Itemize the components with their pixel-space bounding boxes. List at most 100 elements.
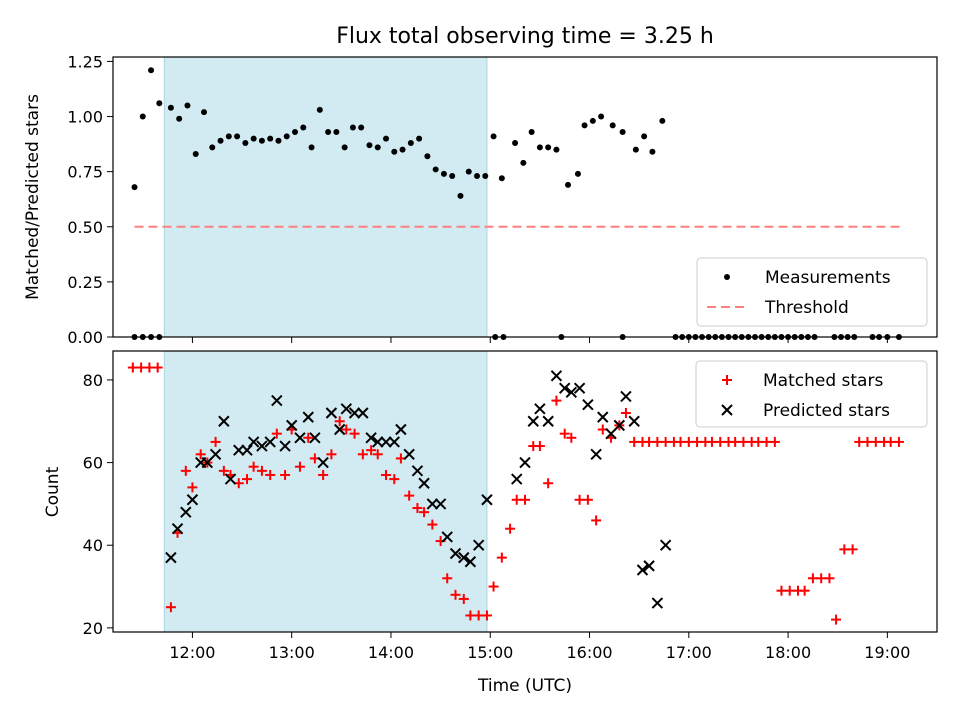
legend-measurements-marker — [724, 274, 730, 280]
matched-star-point — [893, 436, 904, 447]
measurement-point — [176, 115, 183, 122]
matched-star-point — [412, 503, 423, 514]
measurement-point — [217, 137, 224, 144]
measurement-point — [416, 135, 423, 142]
measurement-point — [581, 122, 588, 129]
predicted-star-point — [180, 506, 192, 518]
measurement-point — [325, 128, 332, 135]
x-tick-label: 14:00 — [368, 643, 414, 662]
predicted-star-point — [209, 448, 222, 461]
predicted-star-point — [620, 390, 632, 403]
predicted-star-point — [165, 551, 177, 564]
measurement-point — [474, 173, 481, 180]
measurement-point — [250, 135, 257, 142]
measurement-point — [300, 124, 307, 131]
legend: Matched stars Predicted stars — [695, 360, 928, 428]
measurement-point — [641, 133, 648, 140]
legend-predicted-marker — [721, 404, 733, 416]
matched-star-point — [620, 407, 631, 418]
measurement-point — [333, 128, 340, 135]
matched-star-point — [271, 428, 282, 439]
matched-star-point — [280, 469, 291, 480]
axes-frame — [112, 350, 938, 633]
matched-star-point — [458, 593, 469, 604]
predicted-star-point — [597, 411, 609, 423]
observing-window-span — [164, 351, 487, 632]
top-panel: Flux total observing time = 3.25 h Match… — [23, 24, 938, 347]
predicted-star-point — [550, 370, 563, 382]
x-tick-label: 12:00 — [169, 643, 215, 662]
matched-star-point — [831, 614, 842, 625]
measurement-point — [139, 113, 146, 120]
y-tick-label: 80 — [83, 371, 103, 390]
matched-star-point — [559, 428, 570, 439]
matched-star-point — [341, 424, 352, 435]
measurement-point — [383, 135, 390, 142]
matched-star-point — [419, 507, 430, 518]
x-axis-label: Time (UTC) — [477, 676, 572, 696]
measurement-point — [292, 128, 299, 135]
measurement-point — [512, 139, 519, 146]
legend-measurements-label: Measurements — [765, 268, 891, 288]
measurement-point — [553, 146, 560, 153]
measurement-point — [498, 175, 505, 182]
matched-star-point — [520, 494, 530, 505]
matched-star-point — [543, 478, 554, 489]
measurement-point — [358, 124, 365, 131]
predicted-star-point — [643, 560, 655, 572]
matched-star-point — [769, 436, 780, 447]
measurement-point — [574, 170, 581, 177]
predicted-star-point — [256, 440, 268, 452]
measurement-point — [490, 133, 497, 140]
measurement-point — [520, 159, 527, 166]
legend-threshold-label: Threshold — [764, 298, 849, 318]
measurement-point — [598, 113, 605, 120]
matched-star-point — [303, 432, 314, 443]
legend-box — [695, 360, 928, 428]
predicted-star-point — [186, 494, 199, 506]
predicted-star-point — [279, 440, 291, 452]
x-tick-label: 19:00 — [864, 643, 910, 662]
predicted-star-point — [636, 564, 649, 576]
predicted-star-point — [659, 539, 672, 551]
matched-star-point — [195, 449, 206, 460]
measurement-point — [148, 67, 155, 74]
y-tick-label: 1.00 — [67, 108, 103, 127]
matched-star-point — [349, 428, 360, 439]
predicted-star-point — [372, 436, 384, 448]
predicted-star-point — [582, 399, 594, 411]
y-tick-label: 1.25 — [67, 52, 103, 71]
matched-star-point — [242, 474, 253, 485]
predicted-star-point — [411, 465, 424, 477]
measurement-point — [275, 137, 282, 144]
bottom-panel: Count Time (UTC) 20 40 60 80 12:00 13:00 14:00… — [43, 350, 938, 696]
measurement-point — [308, 144, 315, 151]
predicted-star-point — [302, 411, 314, 423]
measurement-point — [424, 153, 431, 160]
matched-star-point — [381, 469, 392, 480]
y-tick-label: 20 — [83, 619, 103, 638]
predicted-star-point — [247, 436, 260, 448]
measurement-point — [366, 142, 373, 149]
predicted-star-point — [340, 403, 353, 415]
matched-star-point — [404, 490, 415, 501]
measurement-point — [589, 117, 596, 124]
predicted-star-point — [317, 456, 329, 469]
matched-star-point — [334, 416, 345, 427]
predicted-star-point — [511, 473, 523, 485]
measurement-point — [192, 151, 199, 158]
x-tick-label: 15:00 — [467, 643, 513, 662]
matched-star-point — [505, 523, 516, 534]
predicted-star-point — [395, 423, 407, 436]
matched-star-point — [165, 602, 176, 613]
predicted-star-point — [380, 436, 392, 448]
measurement-point — [267, 135, 274, 142]
top-y-axis-label: Matched/Predicted stars — [23, 94, 43, 300]
predicted-star-point — [294, 432, 306, 444]
matched-star-point — [847, 544, 858, 555]
matched-star-point — [366, 445, 377, 456]
matched-star-point — [389, 474, 400, 485]
y-tick-label: 0.50 — [67, 218, 103, 237]
predicted-star-point — [519, 456, 531, 469]
